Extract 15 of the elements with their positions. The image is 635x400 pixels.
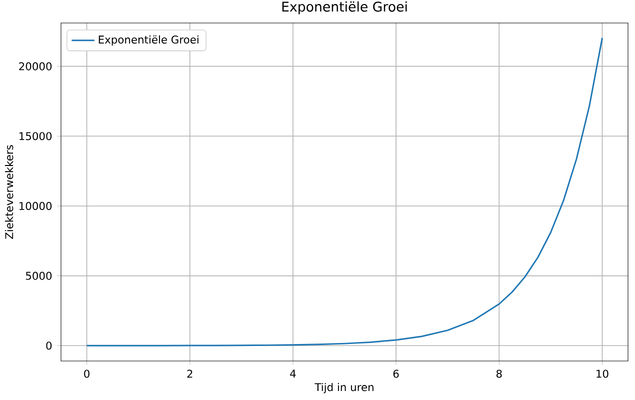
legend-label: Exponentiële Groei xyxy=(98,35,198,46)
y-tick-label: 0 xyxy=(46,342,52,350)
x-tick-label: 10 xyxy=(596,370,608,378)
x-tick-label: 6 xyxy=(393,370,399,378)
y-axis-title: Ziekteverwekkers xyxy=(4,145,14,239)
x-tick-label: 2 xyxy=(187,370,192,378)
y-tick-label: 15000 xyxy=(20,132,52,140)
y-tick-label: 20000 xyxy=(19,62,52,70)
chart-title: Exponentiële Groei xyxy=(282,1,407,14)
x-tick-label: 4 xyxy=(290,370,296,378)
y-tick-label: 5000 xyxy=(26,272,52,280)
x-axis-title: Tijd in uren xyxy=(314,382,374,394)
x-tick-label: 0 xyxy=(84,370,90,378)
x-tick-label: 8 xyxy=(496,370,502,378)
y-tick-label: 10000 xyxy=(20,202,52,210)
